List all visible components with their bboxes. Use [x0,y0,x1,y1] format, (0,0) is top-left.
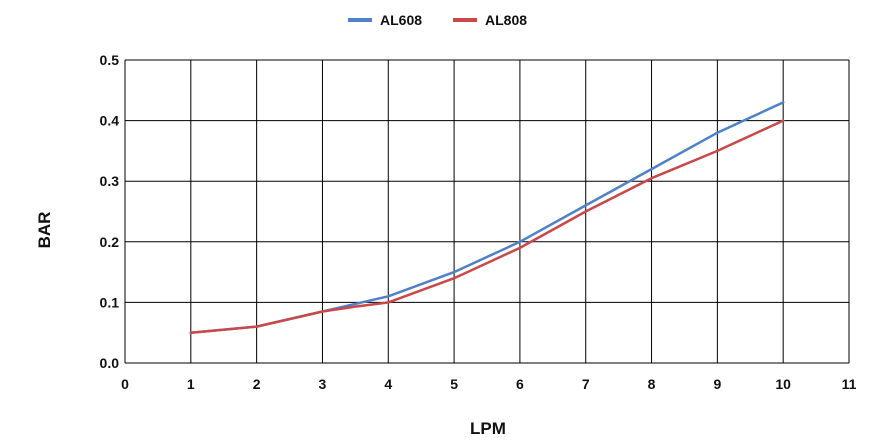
x-tick-label: 8 [648,376,656,392]
y-tick-label: 0.0 [100,355,120,371]
y-tick-label: 0.4 [100,113,120,129]
x-axis-ticks: 0 1 2 3 4 5 6 7 8 9 10 11 [121,376,857,392]
series-lines [189,101,785,334]
legend: AL608 AL808 [348,12,527,28]
x-tick-label: 6 [516,376,524,392]
y-tick-label: 0.2 [100,234,120,250]
x-tick-label: 9 [713,376,721,392]
y-tick-label: 0.5 [100,52,120,68]
legend-label-al808: AL808 [485,12,527,28]
legend-label-al608: AL608 [380,12,422,28]
x-tick-label: 11 [842,376,857,392]
x-tick-label: 5 [450,376,458,392]
x-axis-title: LPM [470,419,506,438]
series-line-al808 [189,119,785,334]
x-tick-label: 3 [319,376,327,392]
x-tick-label: 2 [253,376,261,392]
grid-lines [124,59,850,364]
series-line-al608 [189,101,785,334]
x-tick-label: 7 [582,376,590,392]
y-tick-label: 0.1 [100,294,120,310]
x-tick-label: 0 [121,376,129,392]
x-tick-label: 4 [384,376,392,392]
x-tick-label: 10 [775,376,791,392]
y-axis-ticks: 0.0 0.1 0.2 0.3 0.4 0.5 [100,52,120,371]
y-axis-title: BAR [35,212,54,249]
y-tick-label: 0.3 [100,173,120,189]
x-tick-label: 1 [187,376,195,392]
